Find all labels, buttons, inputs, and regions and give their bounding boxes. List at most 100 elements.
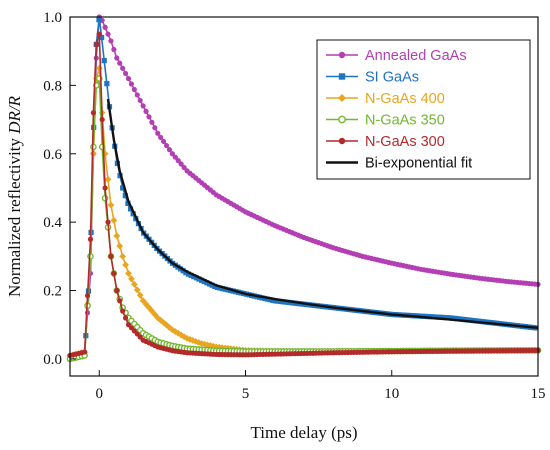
data-point (449, 315, 455, 321)
legend-label: Bi-exponential fit (365, 156, 472, 172)
data-point (174, 329, 182, 337)
data-point (84, 293, 91, 299)
data-point (161, 138, 167, 145)
y-tick-label: 0.2 (43, 284, 62, 300)
y-ticks: 0.0 0.2 0.4 0.6 0.8 1.0 (43, 10, 76, 368)
data-point (96, 17, 102, 23)
data-point (116, 242, 124, 250)
data-point (125, 270, 132, 277)
plot-frame (69, 16, 539, 377)
legend-label: SI GaAs (365, 70, 419, 86)
data-point (441, 314, 447, 321)
data-point (451, 315, 457, 321)
fit-line (106, 98, 539, 329)
y-tick-label: 0.8 (43, 78, 62, 94)
data-point (82, 349, 88, 355)
data-point (122, 315, 129, 321)
data-point (146, 114, 152, 120)
data-point (155, 130, 161, 136)
data-point (111, 46, 117, 53)
data-point (275, 298, 281, 304)
data-point (143, 108, 149, 114)
data-point (120, 308, 126, 314)
data-point (119, 252, 127, 260)
data-point (183, 270, 189, 276)
x-axis-title: Time delay (ps) (250, 423, 357, 442)
legend-marker (338, 115, 346, 124)
data-point (198, 340, 206, 347)
y-axis-title: Normalized reflectivity DR/R (5, 95, 24, 297)
data-point (130, 280, 138, 288)
data-point (163, 142, 170, 149)
data-point (128, 81, 135, 87)
data-point (462, 316, 468, 323)
data-point (125, 75, 132, 82)
legend-box (316, 39, 531, 180)
legend-marker (338, 137, 346, 145)
data-point (114, 287, 120, 294)
series-5 (106, 98, 539, 329)
data-point (152, 125, 158, 131)
data-point (158, 134, 164, 140)
data-point (117, 298, 123, 304)
data-point (285, 299, 292, 305)
data-point (87, 236, 94, 242)
data-point (435, 314, 442, 320)
data-point (220, 286, 226, 292)
data-point (131, 86, 137, 93)
data-point (206, 281, 213, 287)
data-point (133, 286, 141, 294)
legend-label: N-GaAs 350 (365, 113, 445, 129)
data-point (120, 185, 126, 191)
data-point (166, 324, 173, 331)
data-point (457, 316, 463, 322)
data-point (214, 284, 221, 290)
legend: Annealed GaAs SI GaAs N-GaAs 400 N-GaAs 350… (316, 39, 531, 180)
x-tick-label: 5 (242, 386, 250, 402)
data-point (180, 333, 188, 341)
data-point (104, 176, 112, 183)
legend-entry: N-GaAs 350 (326, 113, 445, 129)
series-layer (66, 14, 542, 363)
data-point (433, 314, 439, 320)
data-point (96, 31, 102, 37)
data-point (443, 315, 450, 321)
data-point (278, 298, 284, 305)
data-point (90, 110, 96, 116)
legend-marker (338, 51, 346, 59)
data-point (117, 60, 123, 66)
legend-marker (338, 94, 346, 102)
data-point (166, 147, 173, 153)
y-tick-label: 0.0 (43, 352, 62, 368)
data-point (101, 57, 107, 64)
y-tick-label: 0.4 (43, 215, 62, 231)
data-point (148, 307, 156, 315)
data-point (178, 161, 184, 167)
data-point (127, 206, 134, 212)
data-point (140, 103, 146, 109)
data-point (122, 70, 129, 77)
data-point (104, 81, 110, 87)
axes-layer: 0 5 10 15 0.0 0.2 0.4 0.6 0.8 1.0 Time delay (ps… (5, 10, 546, 442)
legend-marker (338, 73, 346, 80)
data-point (139, 297, 147, 305)
data-point (111, 270, 117, 277)
legend-entry: Bi-exponential fit (326, 156, 472, 172)
data-point (204, 280, 210, 286)
x-tick-label: 15 (531, 386, 546, 402)
data-point (209, 282, 215, 288)
data-point (459, 316, 465, 322)
data-point (177, 331, 185, 339)
data-point (267, 297, 273, 303)
data-point (280, 299, 286, 305)
data-point (464, 317, 471, 323)
data-point (122, 193, 128, 199)
data-point (204, 341, 211, 349)
data-point (108, 253, 114, 259)
y-tick-label: 1.0 (43, 10, 62, 26)
data-point (136, 291, 144, 299)
data-point (149, 119, 155, 125)
data-point (101, 150, 109, 158)
